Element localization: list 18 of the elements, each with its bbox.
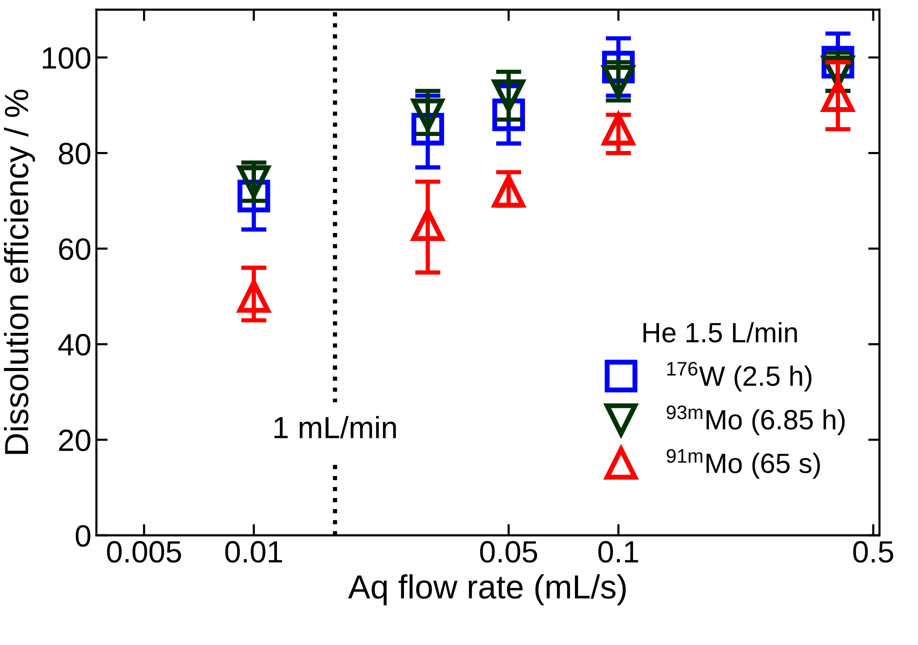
legend-label: $^{93m}$Mo (6.85 h) bbox=[666, 405, 845, 436]
y-axis-title: Dissolution efficiency / % bbox=[4, 90, 35, 454]
y-tick-label: 60 bbox=[59, 238, 90, 260]
legend-label: $^{91m}$Mo (65 s) bbox=[666, 449, 820, 479]
x-tick-label: 0.005 bbox=[107, 541, 182, 563]
y-tick-label: 100 bbox=[42, 47, 90, 69]
x-tick-label: 0.01 bbox=[225, 541, 282, 563]
legend-label: $^{176}$W (2.5 h) bbox=[667, 362, 812, 392]
x-tick-label: 0.05 bbox=[480, 541, 538, 563]
ref-line-label: 1 mL/min bbox=[274, 416, 396, 438]
x-tick-label: 0.5 bbox=[853, 541, 894, 563]
legend-title: He 1.5 L/min bbox=[643, 322, 797, 342]
x-tick-label: 0.1 bbox=[598, 541, 638, 563]
y-tick-label: 20 bbox=[59, 430, 90, 452]
x-axis-title: Aq flow rate (mL/s) bbox=[348, 574, 626, 606]
y-tick-label: 0 bbox=[76, 525, 90, 547]
y-tick-label: 40 bbox=[58, 334, 90, 356]
y-tick-label: 80 bbox=[58, 142, 90, 164]
